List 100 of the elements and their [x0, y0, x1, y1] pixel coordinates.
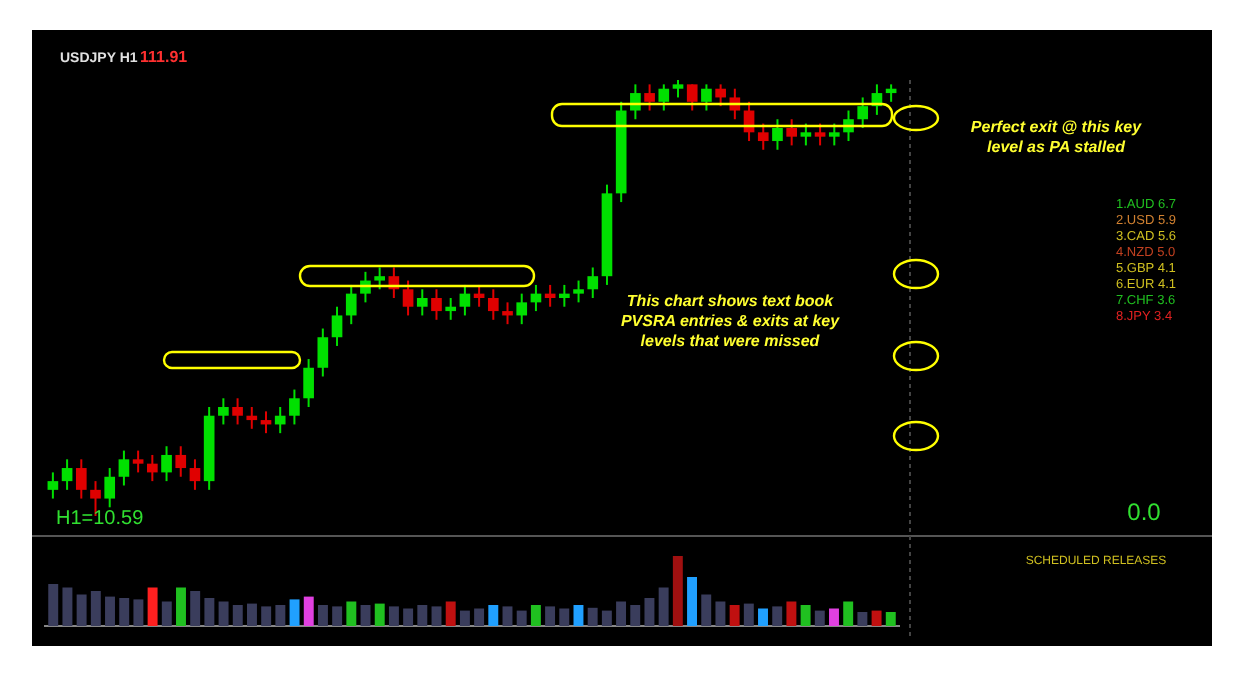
- bar: [147, 587, 158, 626]
- bar: [76, 594, 87, 626]
- bar: [502, 606, 513, 626]
- bar: [616, 601, 627, 626]
- annotation: This chart shows text book PVSRA entries & exits at key levels that were missed: [620, 292, 841, 350]
- bar: [133, 599, 144, 626]
- bar: [119, 598, 130, 626]
- candlestick: [317, 327, 329, 378]
- bar: [814, 610, 825, 626]
- candlestick: [246, 406, 258, 430]
- bar: [403, 608, 414, 626]
- candlestick: [502, 301, 513, 326]
- candlestick: [630, 83, 641, 121]
- candlestick: [47, 471, 59, 500]
- candlestick: [516, 292, 528, 326]
- candlestick: [715, 83, 726, 108]
- bar: [374, 603, 385, 626]
- bar: [431, 606, 442, 626]
- bar: [218, 601, 229, 626]
- candlestick: [118, 449, 130, 487]
- bar: [715, 601, 726, 626]
- candlestick: [644, 83, 655, 112]
- bar: [204, 598, 215, 626]
- bar: [644, 598, 655, 626]
- candlestick: [573, 279, 584, 304]
- candlestick: [786, 118, 797, 147]
- candlestick: [800, 122, 812, 147]
- candlestick: [289, 388, 300, 426]
- bar: [261, 606, 272, 626]
- candlestick: [189, 458, 201, 491]
- bar: [658, 587, 669, 626]
- bar: [417, 605, 428, 626]
- bar: [587, 607, 598, 626]
- candlestick: [487, 288, 499, 321]
- bar: [105, 596, 115, 626]
- candlestick: [658, 83, 670, 112]
- candlestick: [686, 83, 698, 112]
- candlestick: [416, 288, 428, 317]
- bar: [630, 605, 641, 626]
- candlestick: [232, 397, 243, 426]
- bar: [530, 605, 541, 626]
- bar: [332, 606, 343, 626]
- bar: [672, 556, 683, 626]
- bar: [90, 591, 101, 626]
- bar: [559, 608, 570, 626]
- bar: [829, 608, 839, 626]
- candlestick: [345, 283, 357, 326]
- bar: [474, 608, 485, 626]
- candlestick: [331, 305, 343, 347]
- bar: [62, 587, 73, 626]
- annotation: H1=10.59: [56, 508, 145, 530]
- bar: [857, 612, 868, 626]
- bar: [388, 606, 399, 626]
- bar: [445, 601, 456, 626]
- candlestick: [374, 266, 385, 291]
- bar: [601, 610, 612, 626]
- bar: [545, 606, 556, 626]
- candlestick: [559, 283, 570, 308]
- candlestick: [75, 458, 87, 500]
- chart-subtitle: 111.91: [140, 48, 189, 66]
- candlestick: [132, 449, 144, 474]
- candlestick: [402, 279, 414, 317]
- candlestick: [757, 122, 769, 151]
- candlestick: [828, 122, 840, 147]
- bar: [516, 610, 527, 626]
- bar: [303, 596, 314, 626]
- bar: [48, 584, 59, 626]
- candlestick: [587, 266, 599, 299]
- bar: [190, 591, 201, 626]
- bar: [743, 603, 754, 626]
- bar: [772, 606, 783, 626]
- bar: [729, 605, 740, 626]
- bar: [317, 605, 328, 626]
- candlestick: [431, 288, 442, 321]
- candlestick: [303, 358, 314, 408]
- bar: [232, 605, 243, 626]
- candlestick: [814, 122, 826, 147]
- candlestick: [61, 458, 73, 491]
- bar: [176, 587, 186, 626]
- candlestick: [857, 96, 869, 129]
- candlestick: [104, 467, 116, 509]
- bar: [758, 608, 768, 626]
- bar: [346, 601, 357, 626]
- bar: [289, 599, 300, 626]
- bar: [871, 610, 882, 626]
- bar: [459, 610, 470, 626]
- candlestick: [218, 397, 229, 426]
- candlestick: [274, 406, 286, 435]
- candlestick: [175, 445, 187, 478]
- text: 0.0: [1127, 498, 1162, 526]
- bar: [573, 605, 584, 626]
- bar: [488, 605, 499, 626]
- candlestick: [772, 118, 783, 151]
- candlestick: [161, 445, 172, 483]
- bar: [800, 605, 811, 626]
- bar: [687, 577, 697, 626]
- bar: [360, 605, 371, 626]
- bar: [885, 612, 896, 626]
- candlestick: [701, 83, 712, 112]
- bar: [701, 594, 712, 626]
